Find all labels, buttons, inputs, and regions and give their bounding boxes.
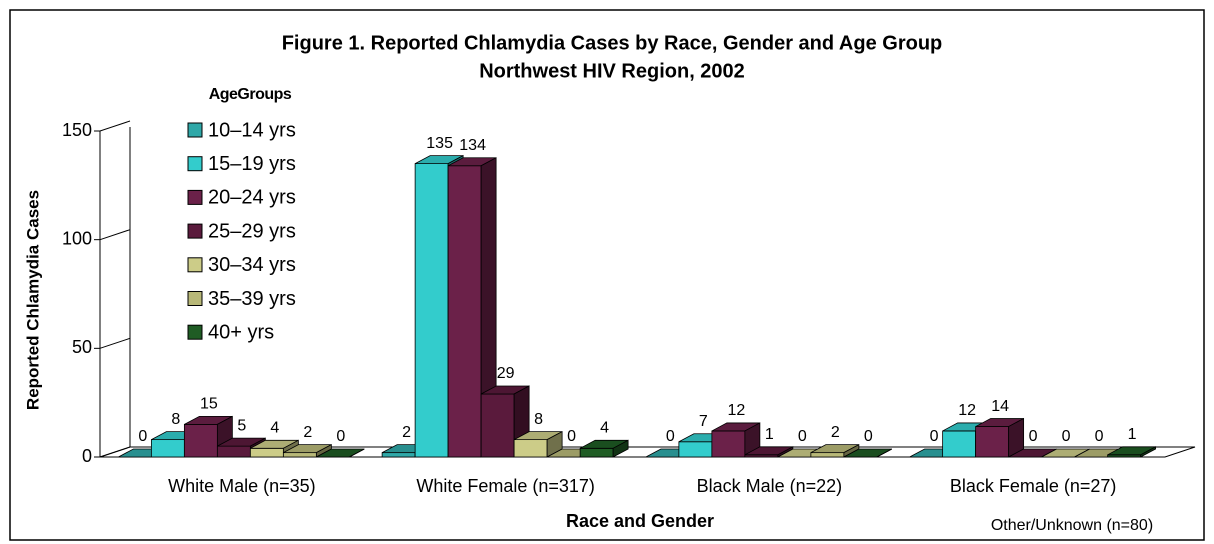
data-label: 12 bbox=[958, 402, 976, 419]
y-tick-depth bbox=[99, 229, 131, 241]
legend-label: 25–29 yrs bbox=[208, 220, 296, 242]
bar-front bbox=[447, 165, 482, 458]
data-label: 1 bbox=[1128, 426, 1137, 443]
data-label: 2 bbox=[831, 424, 840, 441]
data-label: 4 bbox=[270, 420, 279, 437]
legend-label: 10–14 yrs bbox=[208, 119, 296, 141]
bar-front bbox=[513, 439, 548, 458]
data-label: 7 bbox=[699, 413, 708, 430]
legend-swatch bbox=[187, 122, 203, 138]
bar-front bbox=[975, 426, 1010, 458]
y-axis-label: Reported Chlamydia Cases bbox=[23, 190, 42, 410]
legend-label: 15–19 yrs bbox=[208, 153, 296, 175]
legend-label: 35–39 yrs bbox=[208, 288, 296, 310]
data-label: 12 bbox=[727, 402, 745, 419]
legend-swatch bbox=[187, 189, 203, 205]
bar-front bbox=[678, 441, 713, 458]
legend-label: 20–24 yrs bbox=[208, 187, 296, 209]
y-tick-label: 150 bbox=[62, 120, 92, 140]
data-label: 0 bbox=[798, 428, 807, 445]
data-label: 0 bbox=[1095, 428, 1104, 445]
legend-swatch bbox=[187, 223, 203, 239]
legend-title: AgeGroups bbox=[209, 86, 292, 103]
y-tick-label: 100 bbox=[62, 228, 92, 248]
data-label: 2 bbox=[303, 424, 312, 441]
note: Other/Unknown (n=80) bbox=[991, 517, 1153, 534]
bar-front bbox=[183, 423, 218, 458]
data-label: 134 bbox=[459, 137, 486, 154]
bar-front bbox=[942, 430, 977, 458]
y-tick-depth bbox=[99, 120, 131, 132]
bar-front bbox=[810, 452, 845, 458]
legend: AgeGroups 10–14 yrs 15–19 yrs 20–24 yrs 25–2… bbox=[168, 86, 343, 352]
data-label: 14 bbox=[991, 398, 1009, 415]
x-tick-label: White Female (n=317) bbox=[416, 476, 595, 496]
y-tick-label: 50 bbox=[72, 337, 92, 357]
data-label: 8 bbox=[534, 411, 543, 428]
data-label: 1 bbox=[765, 426, 774, 443]
bar-front bbox=[711, 430, 746, 458]
chart-subtitle: Northwest HIV Region, 2002 bbox=[479, 60, 745, 82]
y-tick-depth bbox=[99, 337, 131, 349]
x-tick-label: Black Male (n=22) bbox=[697, 476, 843, 496]
bar-side bbox=[1140, 446, 1157, 458]
data-label: 0 bbox=[666, 428, 675, 445]
data-label: 0 bbox=[567, 428, 576, 445]
data-label: 0 bbox=[336, 428, 345, 445]
legend-swatch bbox=[187, 324, 203, 340]
data-label: 2 bbox=[402, 424, 411, 441]
bar-front bbox=[579, 447, 614, 458]
data-label: 0 bbox=[138, 428, 147, 445]
data-label: 135 bbox=[426, 135, 453, 152]
bar-front bbox=[381, 452, 416, 458]
legend-swatch bbox=[187, 291, 203, 306]
bar-front bbox=[150, 439, 185, 458]
chart-title: Figure 1. Reported Chlamydia Cases by Ra… bbox=[282, 32, 943, 54]
bar-side bbox=[349, 448, 365, 458]
data-label: 0 bbox=[1062, 428, 1071, 445]
bar-front bbox=[216, 445, 251, 458]
bar-side bbox=[876, 448, 893, 458]
legend-swatch bbox=[187, 156, 203, 172]
bar-front bbox=[480, 393, 515, 458]
data-label: 15 bbox=[200, 396, 218, 413]
data-label: 8 bbox=[171, 411, 180, 428]
y-tick-label: 0 bbox=[82, 446, 92, 466]
bar-front bbox=[414, 163, 449, 458]
data-label: 4 bbox=[600, 420, 609, 437]
x-tick-label: Black Female (n=27) bbox=[950, 476, 1117, 496]
data-label: 0 bbox=[864, 428, 873, 445]
bar-side bbox=[612, 439, 629, 458]
data-label: 0 bbox=[1029, 428, 1038, 445]
bar-front bbox=[282, 452, 317, 458]
y-tick-depth bbox=[99, 446, 131, 458]
legend-label: 30–34 yrs bbox=[208, 254, 296, 276]
bar-front bbox=[249, 447, 284, 458]
x-tick-label: White Male (n=35) bbox=[168, 476, 316, 496]
data-label: 29 bbox=[497, 365, 515, 382]
data-label: 5 bbox=[237, 417, 246, 434]
legend-label: 40+ yrs bbox=[208, 321, 274, 343]
legend-swatch bbox=[187, 257, 203, 273]
data-label: 0 bbox=[930, 428, 939, 445]
x-axis-label: Race and Gender bbox=[566, 511, 714, 531]
